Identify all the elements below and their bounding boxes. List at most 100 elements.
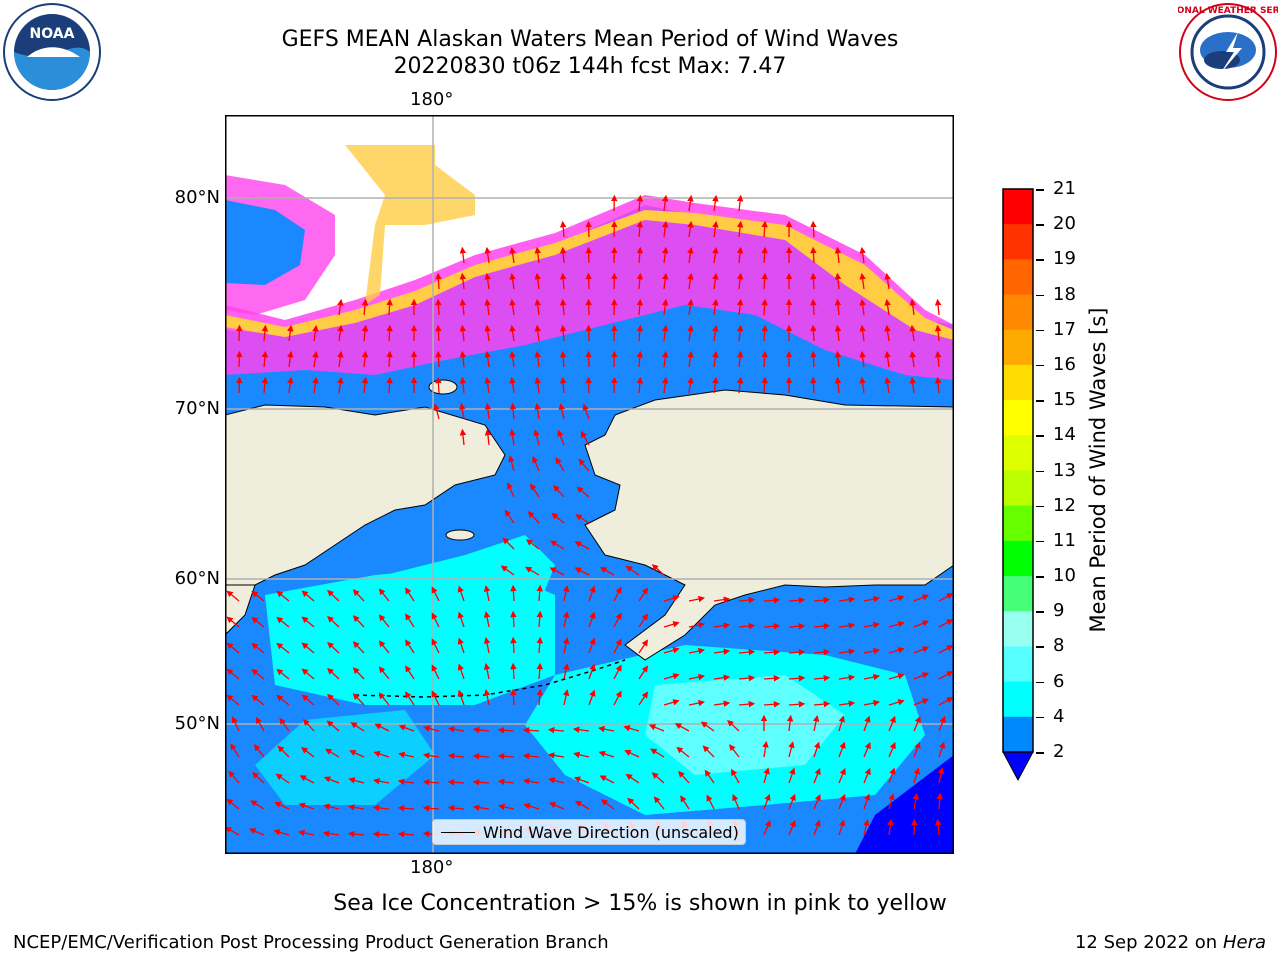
legend-line-swatch [441, 832, 475, 833]
wind-arrow [276, 590, 290, 602]
wind-arrow [275, 773, 290, 784]
wind-arrow [599, 566, 615, 576]
wind-arrow [712, 194, 719, 212]
wind-arrow [674, 723, 690, 732]
wind-arrow [484, 350, 491, 368]
wind-arrow [559, 350, 567, 368]
wind-arrow [736, 376, 744, 394]
wind-arrow [484, 376, 491, 394]
wind-arrow [636, 272, 644, 290]
wind-arrow [373, 777, 390, 785]
wind-wave-arrows [225, 194, 954, 838]
wind-arrow [323, 776, 340, 784]
wind-arrow [510, 636, 517, 654]
wind-arrow [859, 272, 866, 290]
wind-arrow [713, 700, 731, 707]
wind-arrow [810, 324, 817, 342]
wind-arrow [483, 689, 491, 706]
colorbar-tick-mark [1036, 646, 1044, 648]
wind-arrow [484, 402, 492, 420]
wind-arrow [405, 639, 415, 654]
wind-arrow [788, 767, 796, 784]
wind-arrow [738, 596, 756, 604]
wind-arrow [405, 665, 415, 680]
wind-arrow [834, 246, 842, 264]
colorbar-band [1003, 611, 1033, 647]
wind-arrow [527, 511, 540, 524]
wind-arrow [324, 748, 340, 758]
wind-arrow [834, 324, 842, 342]
wind-arrow [712, 298, 719, 316]
wind-arrow [550, 540, 565, 550]
wind-arrow [422, 752, 440, 759]
wind-arrow [911, 818, 918, 836]
land-island [445, 529, 475, 541]
wind-arrow [557, 429, 565, 446]
footer-date: 12 Sep 2022 on Hera [1075, 932, 1266, 953]
wind-arrow [548, 777, 565, 784]
wind-arrow [585, 246, 592, 264]
wind-arrow [810, 350, 817, 368]
deep-patch-se [855, 755, 954, 854]
land-siberia [225, 404, 506, 586]
noaa-logo-text: NOAA [30, 26, 75, 42]
wind-arrow [859, 246, 866, 264]
wind-arrow [588, 689, 596, 706]
wind-arrow [483, 663, 491, 680]
colorbar-band [1003, 646, 1033, 683]
wind-arrow [909, 298, 916, 316]
wind-arrow [433, 403, 440, 420]
colorbar-tick-label: 4 [1053, 705, 1065, 727]
wind-arrow [731, 768, 740, 784]
wind-arrow [484, 272, 491, 290]
wind-arrow [574, 567, 590, 576]
wind-arrow [638, 587, 649, 602]
wind-arrow [585, 298, 592, 316]
wind-arrow [788, 793, 796, 810]
wind-arrow [738, 648, 756, 656]
wind-arrow [457, 663, 465, 680]
wind-arrow [863, 767, 871, 784]
wind-arrow [738, 674, 756, 682]
colorbar-tick-label: 9 [1053, 600, 1065, 622]
colorbar-band [1003, 576, 1033, 612]
cyan-patch-bering [345, 535, 555, 635]
wind-arrow [863, 647, 880, 655]
wind-arrow [559, 246, 567, 264]
wind-arrow [226, 642, 240, 654]
wind-arrow [483, 585, 491, 602]
wind-arrow [497, 753, 515, 760]
wind-arrow [863, 793, 871, 810]
wind-arrow [533, 429, 540, 446]
wind-arrow [251, 772, 265, 784]
nws-logo-text: NATIONAL WEATHER SERVICE [1178, 6, 1278, 16]
wind-arrow [350, 722, 365, 732]
wind-arrow [279, 717, 290, 732]
wind-arrow [231, 716, 240, 732]
wind-arrow [472, 753, 490, 760]
wind-arrow [662, 324, 669, 342]
wind-arrow [226, 694, 240, 706]
colorbar-band [1003, 505, 1033, 542]
wind-arrow [576, 486, 590, 498]
wind-arrow [457, 585, 465, 602]
lat-label-60: 60°N [174, 568, 220, 589]
wind-arrow [884, 298, 891, 316]
lat-label-70: 70°N [174, 398, 220, 419]
wind-arrow [585, 272, 592, 290]
land-alaska [584, 389, 954, 661]
wind-arrow [559, 324, 567, 342]
wind-arrow [386, 350, 393, 368]
colorbar-band [1003, 364, 1033, 401]
wind-arrow [676, 746, 690, 758]
wind-arrow [648, 724, 665, 732]
wind-arrow [374, 723, 390, 732]
wind-arrow [636, 376, 644, 394]
colorbar-band [1003, 540, 1033, 577]
wind-arrow [378, 588, 390, 602]
wind-arrow [662, 376, 669, 394]
wind-arrow [650, 748, 665, 758]
wind-arrow [761, 324, 768, 342]
wind-arrow [574, 541, 590, 550]
colorbar [1002, 188, 1034, 782]
